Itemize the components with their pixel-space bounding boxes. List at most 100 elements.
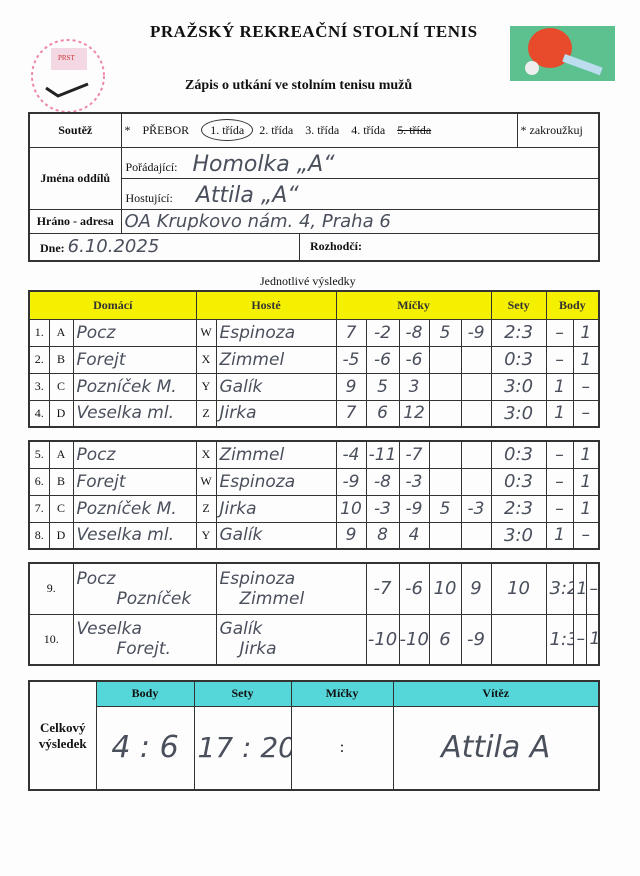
away-team[interactable]: Attila „A“	[195, 182, 299, 208]
set-score[interactable]	[460, 399, 492, 428]
guest-player[interactable]: Zimmel	[215, 440, 337, 469]
winner[interactable]: Attila A	[392, 705, 600, 791]
total-sets[interactable]: 17 : 20	[193, 705, 292, 791]
set-score[interactable]: 5	[428, 318, 462, 347]
guest-point[interactable]: 1	[572, 494, 600, 523]
home-point[interactable]: 1	[545, 521, 574, 550]
set-score[interactable]: -3	[460, 494, 492, 523]
home-player[interactable]: Pocz	[72, 440, 197, 469]
sets-result[interactable]: 3:0	[490, 399, 547, 428]
home-point[interactable]: –	[545, 440, 574, 469]
set-score[interactable]	[460, 440, 492, 469]
set-score[interactable]: -7	[398, 440, 430, 469]
set-score[interactable]	[460, 521, 492, 550]
date[interactable]: 6.10.2025	[67, 235, 160, 257]
set-score[interactable]	[490, 613, 547, 666]
guest-pair[interactable]: Espinoza Zimmel	[215, 562, 367, 615]
class-5[interactable]: 5. třída	[397, 122, 432, 137]
guest-point[interactable]: 1	[572, 345, 600, 374]
home-point[interactable]: 1	[545, 399, 574, 428]
set-score[interactable]: 5	[365, 372, 400, 401]
set-score[interactable]	[428, 467, 462, 496]
set-score[interactable]	[428, 521, 462, 550]
set-score[interactable]: 8	[365, 521, 400, 550]
guest-player[interactable]: Espinoza	[215, 318, 337, 347]
set-score[interactable]: 10	[335, 494, 367, 523]
sets-result[interactable]: 2:3	[490, 494, 547, 523]
sets-result[interactable]: 3:0	[490, 372, 547, 401]
guest-player[interactable]: Jirka	[215, 399, 337, 428]
home-point[interactable]: 1	[545, 372, 574, 401]
set-score[interactable]: -9	[460, 613, 492, 666]
guest-pair[interactable]: Galík Jirka	[215, 613, 367, 666]
set-score[interactable]: -6	[398, 562, 430, 615]
set-score[interactable]: 4	[398, 521, 430, 550]
home-point[interactable]: –	[545, 467, 574, 496]
total-balls[interactable]: :	[290, 705, 394, 791]
home-point[interactable]: –	[545, 494, 574, 523]
set-score[interactable]	[428, 440, 462, 469]
set-score[interactable]: -3	[398, 467, 430, 496]
sets-result[interactable]: 1:3	[545, 613, 574, 666]
guest-point[interactable]: –	[572, 372, 600, 401]
guest-point[interactable]: –	[585, 562, 600, 615]
guest-player[interactable]: Galík	[215, 372, 337, 401]
address[interactable]: OA Krupkovo nám. 4, Praha 6	[120, 208, 600, 234]
set-score[interactable]: -10	[398, 613, 430, 666]
total-points[interactable]: 4 : 6	[95, 705, 195, 791]
set-score[interactable]: -5	[335, 345, 367, 374]
home-pair[interactable]: Veselka Forejt.	[72, 613, 217, 666]
class-3[interactable]: 3. třída	[305, 122, 340, 137]
guest-point[interactable]: 1	[572, 440, 600, 469]
set-score[interactable]: -9	[335, 467, 367, 496]
set-score[interactable]: 7	[335, 318, 367, 347]
set-score[interactable]: -11	[365, 440, 400, 469]
home-team[interactable]: Homolka „A“	[192, 151, 335, 177]
home-player[interactable]: Pocz	[72, 318, 197, 347]
class-1[interactable]: 1. třída	[201, 118, 254, 141]
set-score[interactable]: 9	[335, 372, 367, 401]
home-player[interactable]: Veselka ml.	[72, 521, 197, 550]
sets-result[interactable]: 0:3	[490, 345, 547, 374]
set-score[interactable]: -6	[365, 345, 400, 374]
home-point[interactable]: –	[572, 613, 587, 666]
sets-result[interactable]: 3:0	[490, 521, 547, 550]
set-score[interactable]: -9	[460, 318, 492, 347]
home-player[interactable]: Pozníček M.	[72, 494, 197, 523]
set-score[interactable]: -2	[365, 318, 400, 347]
set-score[interactable]: 5	[428, 494, 462, 523]
set-score[interactable]	[428, 372, 462, 401]
class-2[interactable]: 2. třída	[259, 122, 294, 137]
guest-point[interactable]: 1	[585, 613, 600, 666]
home-player[interactable]: Veselka ml.	[72, 399, 197, 428]
set-score[interactable]: -3	[365, 494, 400, 523]
guest-point[interactable]: –	[572, 521, 600, 550]
set-score[interactable]: -7	[365, 562, 400, 615]
set-score[interactable]	[460, 372, 492, 401]
sets-result[interactable]: 2:3	[490, 318, 547, 347]
set-score[interactable]: 7	[335, 399, 367, 428]
set-score[interactable]: 12	[398, 399, 430, 428]
home-player[interactable]: Forejt	[72, 467, 197, 496]
class-prebor[interactable]: PŘEBOR	[142, 122, 190, 137]
home-player[interactable]: Forejt	[72, 345, 197, 374]
guest-player[interactable]: Galík	[215, 521, 337, 550]
guest-point[interactable]: 1	[572, 318, 600, 347]
set-score[interactable]: 9	[335, 521, 367, 550]
guest-point[interactable]: 1	[572, 467, 600, 496]
set-score[interactable]	[460, 467, 492, 496]
set-score[interactable]: 6	[365, 399, 400, 428]
guest-player[interactable]: Jirka	[215, 494, 337, 523]
home-point[interactable]: –	[545, 345, 574, 374]
set-score[interactable]: 10	[490, 562, 547, 615]
set-score[interactable]: -10	[365, 613, 400, 666]
set-score[interactable]: -4	[335, 440, 367, 469]
class-4[interactable]: 4. třída	[351, 122, 386, 137]
home-point[interactable]: 1	[572, 562, 587, 615]
home-point[interactable]: –	[545, 318, 574, 347]
set-score[interactable]: 3	[398, 372, 430, 401]
guest-player[interactable]: Espinoza	[215, 467, 337, 496]
guest-point[interactable]: –	[572, 399, 600, 428]
set-score[interactable]	[428, 345, 462, 374]
sets-result[interactable]: 3:2	[545, 562, 574, 615]
